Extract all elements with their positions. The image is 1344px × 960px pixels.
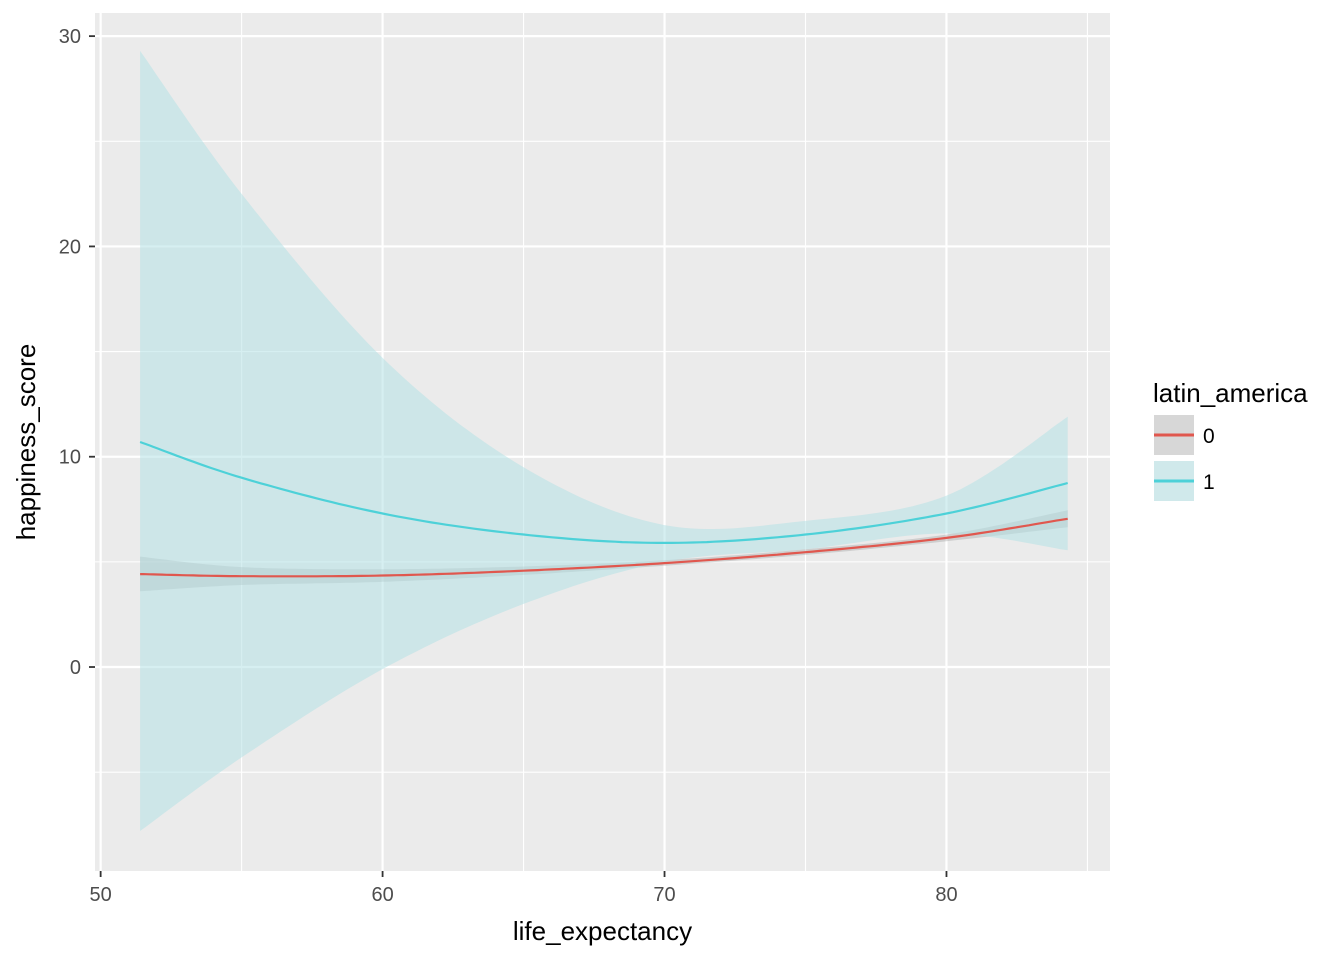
line-series-0 bbox=[140, 517, 1068, 578]
x-tick-label: 70 bbox=[653, 884, 675, 906]
legend-label-0: 0 bbox=[1203, 425, 1215, 448]
legend: latin_america 0 1 bbox=[1153, 378, 1308, 501]
y-tick-label: 30 bbox=[59, 26, 81, 48]
y-axis: 0 10 20 30 bbox=[59, 26, 95, 679]
y-tick-label: 20 bbox=[59, 236, 81, 258]
ribbon-series-1 bbox=[140, 50, 1068, 831]
line-series-1 bbox=[139, 440, 1068, 544]
legend-label-1: 1 bbox=[1203, 471, 1215, 494]
y-tick-label: 0 bbox=[70, 657, 81, 679]
x-tick-label: 50 bbox=[90, 884, 112, 906]
x-tick-label: 80 bbox=[935, 884, 957, 906]
confidence-ribbons bbox=[140, 50, 1068, 831]
series-lines bbox=[139, 440, 1068, 578]
x-tick-label: 60 bbox=[371, 884, 393, 906]
legend-title: latin_america bbox=[1153, 378, 1308, 408]
y-tick-label: 10 bbox=[59, 447, 81, 469]
x-axis: 50 60 70 80 bbox=[90, 871, 958, 906]
x-axis-title: life_expectancy bbox=[513, 916, 692, 946]
y-axis-title: happiness_score bbox=[11, 344, 41, 541]
